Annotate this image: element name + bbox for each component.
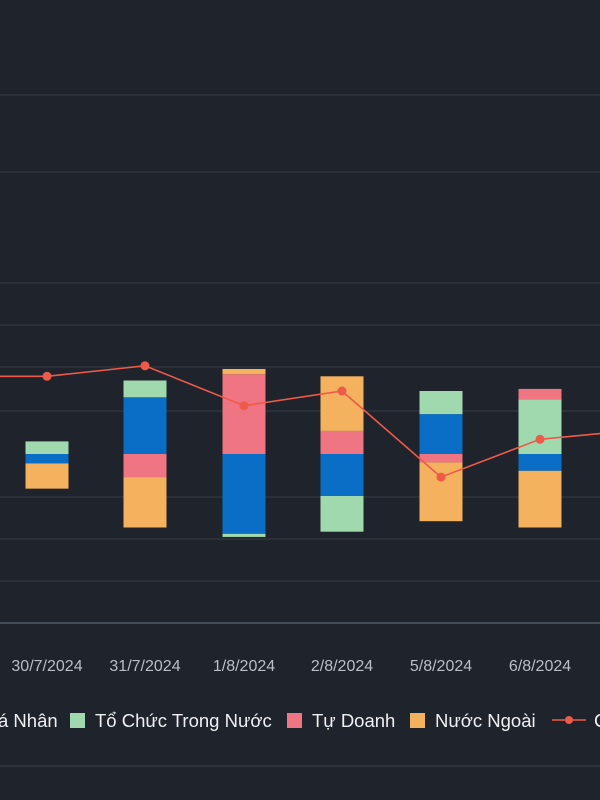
x-tick-label: 1/8/2024 (213, 658, 275, 675)
bar-segment (123, 380, 167, 398)
legend-line-marker (565, 716, 573, 724)
bar-segment (25, 463, 69, 489)
bar-segment (222, 533, 266, 537)
line-series (0, 361, 600, 482)
bar-segment (320, 454, 364, 496)
x-tick-labels: 30/7/2024 31/7/2024 1/8/2024 2/8/2024 5/8/20… (11, 658, 571, 675)
bar-segment (518, 470, 562, 528)
bar-segment (419, 454, 463, 463)
line-point (140, 361, 150, 371)
line-point (42, 371, 52, 381)
grid-lines (0, 94, 600, 582)
legend-swatch[interactable] (410, 713, 425, 728)
bar-segment (419, 414, 463, 454)
bar-segment (320, 430, 364, 454)
bar-segment (222, 454, 266, 534)
legend-swatch[interactable] (70, 713, 85, 728)
bar-segment (25, 454, 69, 464)
line-point (436, 472, 446, 482)
line-path (0, 364, 600, 479)
legend-label: á Nhân (0, 710, 58, 731)
legend-label: Tổ Chức Trong Nước (95, 710, 272, 731)
bar-segment (222, 368, 266, 375)
legend-label: Nước Ngoài (435, 710, 536, 731)
bar-segment (518, 454, 562, 471)
bar-segment (518, 388, 562, 400)
x-tick-label: 2/8/2024 (311, 658, 373, 675)
legend-label: C (594, 710, 600, 731)
bar-series (25, 368, 562, 537)
line-point (239, 401, 249, 411)
bar-segment (222, 374, 266, 454)
bar-segment (320, 496, 364, 532)
x-tick-label: 31/7/2024 (109, 658, 180, 675)
x-tick-label: 6/8/2024 (509, 658, 571, 675)
bar-segment (123, 397, 167, 454)
legend[interactable]: á Nhân Tổ Chức Trong Nước Tự Doanh Nước Ngo… (0, 710, 600, 731)
line-point (535, 434, 545, 444)
bar-segment (123, 477, 167, 528)
legend-swatch[interactable] (287, 713, 302, 728)
x-tick-label: 5/8/2024 (410, 658, 472, 675)
x-tick-label: 30/7/2024 (11, 658, 82, 675)
bar-segment (25, 441, 69, 454)
bar-segment (123, 454, 167, 478)
bar-segment (419, 391, 463, 415)
legend-label: Tự Doanh (312, 710, 395, 731)
line-point (337, 386, 347, 396)
